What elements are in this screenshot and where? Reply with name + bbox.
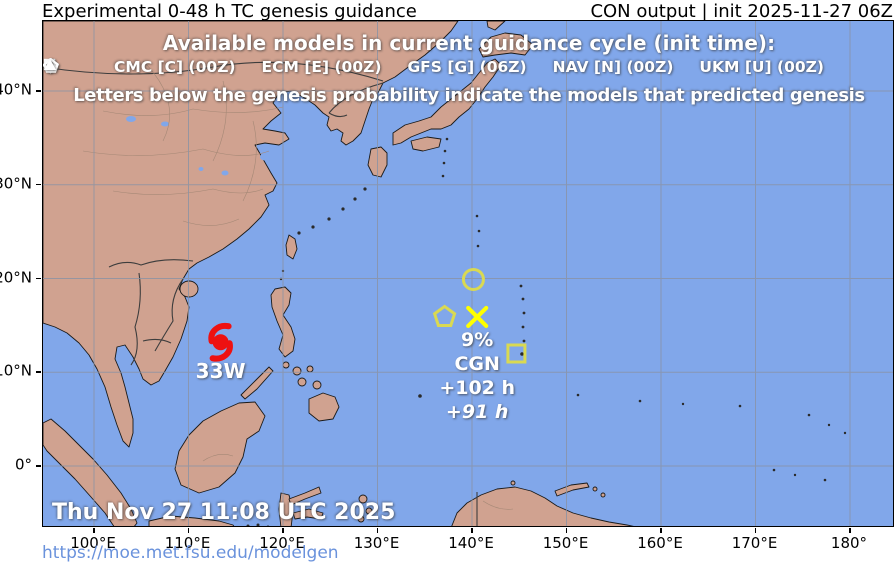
x-axis-tick [565, 528, 567, 533]
x-axis-tick [754, 528, 756, 533]
legend-label: UKM [U] (00Z) [699, 58, 824, 76]
bismarck-island [592, 486, 598, 492]
legend-label: GFS [G] (06Z) [407, 58, 527, 76]
genesis-marker-pentagon-icon [432, 304, 457, 327]
visayas-island [312, 380, 322, 390]
java-island [148, 515, 235, 526]
mindanao-island [308, 392, 340, 422]
tropical-cyclone-icon [208, 322, 233, 362]
genesis-annotation: 9% CGN +102 h +91 h [439, 328, 515, 424]
pentagon-icon [43, 58, 60, 73]
lake [198, 167, 204, 171]
y-axis-tick [36, 371, 41, 373]
province-borders [82, 60, 514, 510]
legend-item-nav: NAV [N] (00Z) [43, 58, 674, 76]
x-axis-label: 170°E [731, 534, 778, 552]
genesis-lead-consensus: +102 h [439, 376, 516, 399]
lake [260, 153, 270, 161]
lake [126, 116, 136, 122]
legend-label: CMC [C] (00Z) [114, 58, 236, 76]
shikoku-island [410, 136, 442, 152]
y-axis-label: 40°N [0, 80, 32, 99]
palawan-island [240, 366, 274, 400]
y-axis: 40°N 30°N 20°N 10°N 0° [0, 20, 41, 527]
x-axis-label: 180° [830, 534, 868, 552]
small-islands [246, 137, 847, 526]
x-axis-label: 110°E [164, 534, 211, 552]
lake [161, 121, 169, 127]
landmasses [43, 21, 847, 526]
x-axis-tick [471, 528, 473, 533]
genesis-models: CGN [454, 352, 500, 375]
titlebar: Experimental 0-48 h TC genesis guidance … [0, 0, 896, 22]
x-axis-label: 150°E [542, 534, 589, 552]
sulawesi-arm [292, 508, 324, 520]
y-axis-label: 10°N [0, 361, 32, 380]
x-axis-label: 130°E [353, 534, 400, 552]
x-axis: 100°E 110°E 120°E 130°E 140°E 150°E 160°E 170°E… [42, 528, 894, 554]
bismarck-island [600, 492, 606, 498]
y-axis-tick [36, 183, 41, 186]
x-axis-label: 120°E [259, 534, 305, 552]
x-axis-tick [93, 528, 95, 533]
source-url-link[interactable]: https://moe.met.fsu.edu/modelgen [42, 543, 339, 563]
graticule [43, 21, 893, 526]
genesis-marker-x-icon [466, 305, 489, 329]
x-axis-label: 100°E [70, 534, 116, 552]
model-legend: CMC [C] (00Z) ECM [E] (00Z) GFS [G] (06Z… [43, 58, 893, 76]
sumatra-island [43, 418, 138, 526]
halmahera-island [357, 515, 365, 523]
storm-label: 33W [195, 359, 246, 384]
genesis-marker-square-icon [506, 343, 527, 364]
taiwan-island [285, 234, 298, 260]
visayas-island [292, 366, 302, 376]
x-axis-tick [187, 528, 189, 533]
hokkaido-island [478, 32, 534, 58]
genesis-marker-circle-icon [461, 267, 485, 291]
y-axis-label: 30°N [0, 174, 32, 193]
genesis-probability: 9% [461, 328, 494, 351]
country-borders [43, 61, 478, 526]
legend-item-ukm: UKM [U] (00Z) [43, 58, 824, 76]
triangle-icon [43, 59, 57, 70]
y-axis-tick [36, 277, 41, 279]
models-heading: Available models in current guidance cyc… [162, 31, 776, 55]
sakhalin-tip [486, 21, 506, 31]
new-britain-island [554, 482, 590, 497]
halmahera-island [358, 494, 368, 504]
x-axis-tick [282, 528, 284, 533]
y-axis-label: 0° [14, 455, 32, 474]
halmahera-island [365, 507, 373, 515]
init-time-label: CON output | init 2025-11-27 06Z [590, 1, 893, 22]
letters-note: Letters below the genesis probability in… [73, 85, 865, 106]
x-axis-tick [376, 528, 378, 533]
y-axis-tick [36, 465, 41, 467]
borneo-island [174, 401, 266, 494]
genesis-lead-alt: +91 h [445, 400, 509, 423]
x-axis-tick [660, 528, 662, 533]
x-axis-label: 140°E [448, 534, 494, 552]
bismarck-island [510, 480, 516, 486]
visayas-island [297, 377, 307, 387]
x-axis-tick [849, 528, 851, 533]
x-axis-label: 160°E [637, 534, 683, 552]
map-canvas [43, 21, 893, 526]
y-axis-tick [36, 90, 41, 92]
legend-label: NAV [N] (00Z) [552, 58, 674, 76]
legend-label: ECM [E] (00Z) [261, 58, 382, 76]
page-title: Experimental 0-48 h TC genesis guidance [42, 1, 417, 22]
map-timestamp: Thu Nov 27 11:08 UTC 2025 [52, 500, 396, 525]
lake [221, 170, 229, 176]
honshu-island [392, 58, 502, 146]
sulawesi-arm [288, 486, 322, 506]
genesis-map: Available models in current guidance cyc… [42, 20, 894, 527]
y-axis-label: 20°N [0, 268, 32, 287]
